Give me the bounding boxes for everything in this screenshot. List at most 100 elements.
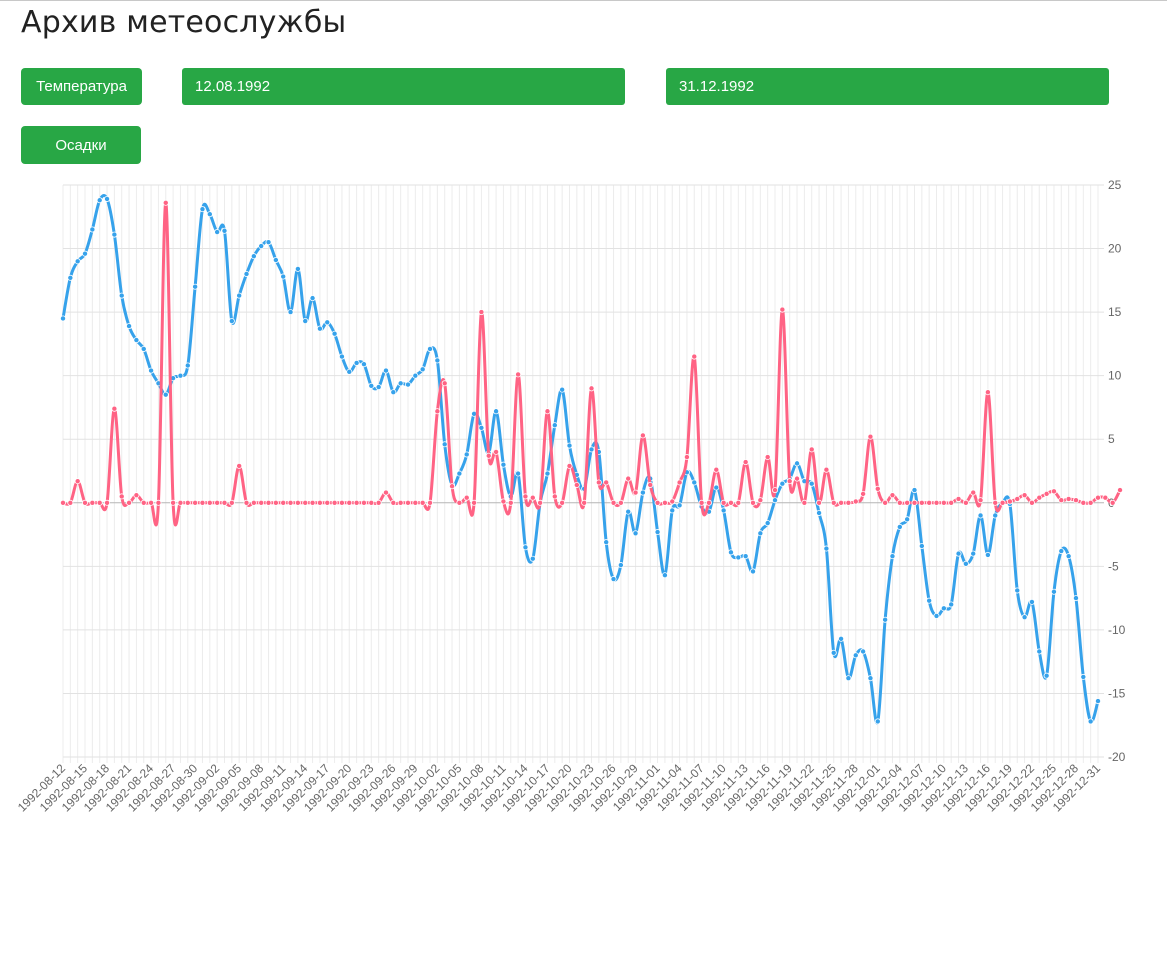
temperature-point [970, 550, 977, 557]
precipitation-point [184, 499, 191, 506]
precipitation-point [316, 499, 323, 506]
temperature-point [1036, 648, 1043, 655]
precipitation-point [353, 499, 360, 506]
precipitation-point [559, 499, 566, 506]
temperature-point [992, 512, 999, 519]
precipitation-point [427, 499, 434, 506]
precipitation-point [250, 499, 257, 506]
y-tick-label: -5 [1108, 559, 1119, 573]
precipitation-point [162, 199, 169, 206]
temperature-point [294, 265, 301, 272]
precipitation-point [206, 499, 213, 506]
temperature-point [874, 718, 881, 725]
precipitation-point [786, 478, 793, 485]
temperature-point [316, 325, 323, 332]
temperature-point [331, 330, 338, 337]
temperature-point [272, 256, 279, 263]
top-border [0, 0, 1167, 1]
temperature-point [456, 470, 463, 477]
date-from-field[interactable]: 12.08.1992 [182, 68, 625, 105]
temperature-point [632, 530, 639, 537]
precipitation-point [669, 498, 676, 505]
temperature-point [1050, 588, 1057, 595]
precipitation-point [720, 499, 727, 506]
temperature-point [779, 480, 786, 487]
temperature-point [309, 295, 316, 302]
precipitation-point [816, 499, 823, 506]
temperature-point [1080, 673, 1087, 680]
temperature-point [911, 487, 918, 494]
precipitation-point [1058, 497, 1065, 504]
temperature-point [926, 597, 933, 604]
date-to-field[interactable]: 31.12.1992 [666, 68, 1109, 105]
temperature-point [559, 386, 566, 393]
temperature-point [412, 372, 419, 379]
temperature-point [610, 576, 617, 583]
precipitation-point [551, 493, 558, 500]
precipitation-point [368, 499, 375, 506]
temperature-point [838, 635, 845, 642]
temperature-point [588, 446, 595, 453]
temperature-point [148, 367, 155, 374]
temperature-point [89, 226, 96, 233]
precipitation-button[interactable]: Осадки [21, 126, 141, 164]
precipitation-point [1102, 494, 1109, 501]
precipitation-point [1043, 490, 1050, 497]
temperature-point [750, 568, 757, 575]
precipitation-point [228, 499, 235, 506]
precipitation-point [309, 499, 316, 506]
precipitation-point [918, 499, 925, 506]
precipitation-point [456, 499, 463, 506]
temperature-point [199, 206, 206, 213]
temperature-point [368, 382, 375, 389]
temperature-point [720, 507, 727, 514]
temperature-point [96, 197, 103, 204]
y-tick-label: -15 [1108, 686, 1126, 700]
temperature-point [419, 366, 426, 373]
precipitation-point [118, 493, 125, 500]
temperature-point [192, 283, 199, 290]
temperature-point [830, 649, 837, 656]
precipitation-point [735, 499, 742, 506]
chart-grid [62, 184, 1104, 763]
precipitation-point [823, 466, 830, 473]
precipitation-point [573, 481, 580, 488]
temperature-point [962, 560, 969, 567]
temperature-point [742, 553, 749, 560]
x-axis: 1992-08-121992-08-151992-08-181992-08-21… [15, 761, 1104, 815]
precipitation-point [419, 499, 426, 506]
precipitation-point [904, 499, 911, 506]
precipitation-point [647, 481, 654, 488]
temperature-point [522, 544, 529, 551]
precipitation-point [360, 499, 367, 506]
temperature-point [1028, 598, 1035, 605]
precipitation-point [1087, 499, 1094, 506]
temperature-point [126, 323, 133, 330]
precipitation-point [1036, 494, 1043, 501]
temperature-point [845, 675, 852, 682]
precipitation-point [67, 499, 74, 506]
temperature-point [1014, 587, 1021, 594]
precipitation-point [265, 499, 272, 506]
precipitation-point [463, 494, 470, 501]
precipitation-point [992, 499, 999, 506]
temperature-point [265, 239, 272, 246]
temperature-point [1043, 672, 1050, 679]
temperature-button[interactable]: Температура [21, 68, 142, 105]
temperature-point [258, 243, 265, 250]
y-tick-label: -20 [1108, 750, 1126, 764]
precipitation-point [977, 497, 984, 504]
precipitation-point [874, 485, 881, 492]
temperature-point [1072, 595, 1079, 602]
precipitation-point [375, 499, 382, 506]
precipitation-point [441, 380, 448, 387]
precipitation-point [962, 499, 969, 506]
precipitation-point [1072, 497, 1079, 504]
temperature-point [676, 502, 683, 509]
temperature-point [118, 292, 125, 299]
temperature-point [654, 529, 661, 536]
temperature-point [250, 253, 257, 260]
temperature-line [61, 194, 1100, 725]
precipitation-point [412, 499, 419, 506]
precipitation-point [750, 499, 757, 506]
